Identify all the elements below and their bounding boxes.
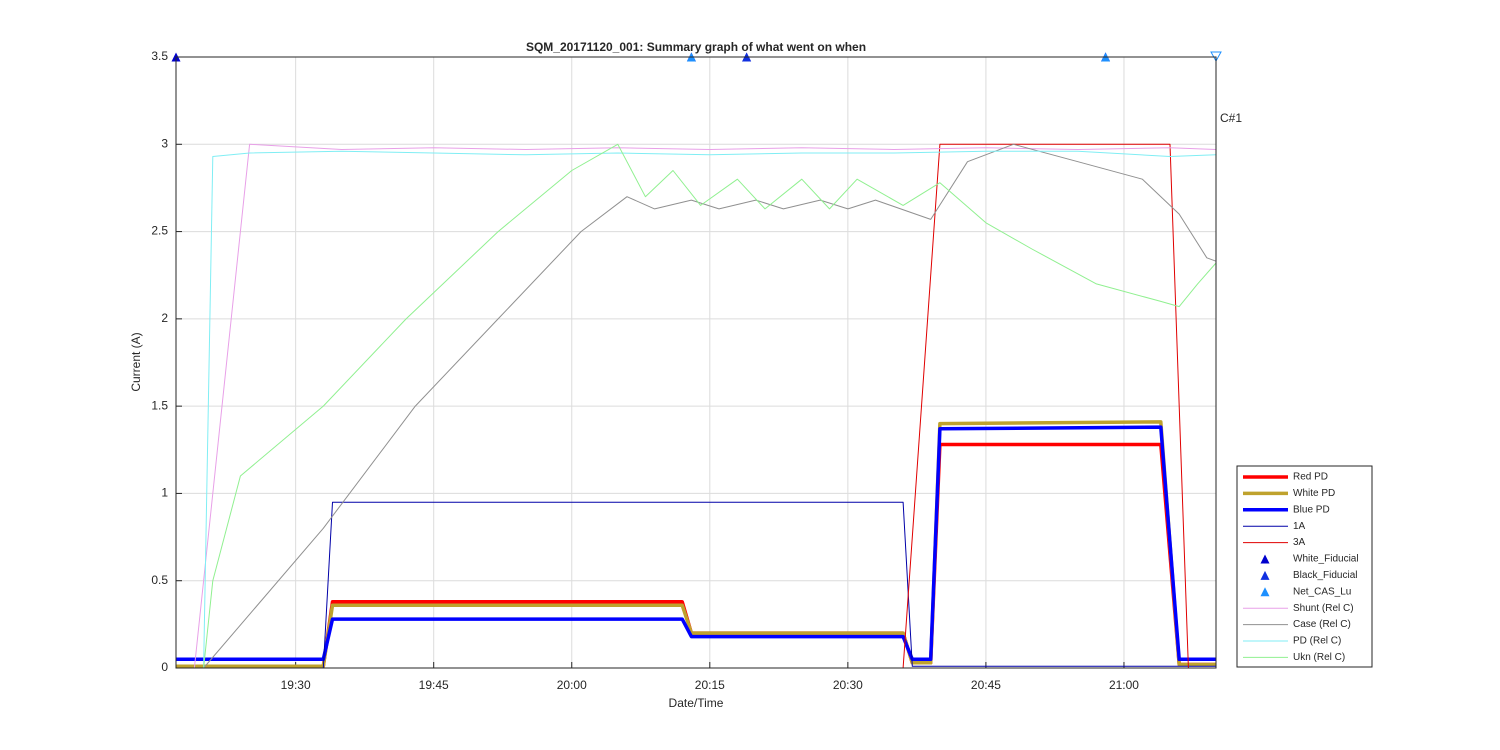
- y-tick-label: 2.5: [151, 224, 168, 238]
- y-tick-label: 0: [161, 660, 168, 674]
- legend-label: PD (Rel C): [1293, 636, 1341, 647]
- x-axis-label: Date/Time: [669, 696, 724, 710]
- legend-label: Case (Rel C): [1293, 619, 1351, 630]
- y-tick-label: 3: [161, 136, 168, 150]
- x-tick-label: 21:00: [1109, 678, 1139, 692]
- y-tick-label: 3.5: [151, 49, 168, 63]
- legend-label: White PD: [1293, 488, 1335, 499]
- x-tick-label: 20:15: [695, 678, 725, 692]
- series-line: [176, 425, 1216, 662]
- x-tick-label: 20:00: [557, 678, 587, 692]
- x-tick-label: 19:30: [281, 678, 311, 692]
- legend-label: Black_Fiducial: [1293, 570, 1357, 581]
- legend-label: Red PD: [1293, 472, 1328, 483]
- x-tick-label: 20:45: [971, 678, 1001, 692]
- annotation: C#1: [1220, 111, 1242, 125]
- x-tick-label: 20:30: [833, 678, 863, 692]
- legend-label: White_Fiducial: [1293, 554, 1359, 565]
- plot-area: [176, 57, 1216, 668]
- y-axis-label: Current (A): [129, 332, 143, 391]
- legend-label: Net_CAS_Lu: [1293, 586, 1351, 597]
- series-line: [176, 143, 1217, 669]
- legend-symbol: [1260, 554, 1270, 564]
- legend-label: 3A: [1293, 537, 1306, 548]
- legend-symbol: [1260, 587, 1270, 597]
- series-line: [176, 150, 1217, 669]
- y-tick-label: 1: [161, 486, 168, 500]
- legend-symbol: [1260, 570, 1270, 580]
- legend-box: [1236, 465, 1373, 668]
- series-line: [176, 143, 1217, 669]
- legend-label: Blue PD: [1293, 504, 1330, 515]
- y-tick-label: 1.5: [151, 398, 168, 412]
- chart-title: SQM_20171120_001: Summary graph of what …: [526, 40, 866, 54]
- y-tick-label: 0.5: [151, 573, 168, 587]
- x-tick-label: 19:45: [419, 678, 449, 692]
- axes-box: [175, 56, 1217, 669]
- legend: Red PD White PD Blue PD 1A 3A White_Fiducial B…: [1243, 472, 1359, 663]
- legend-label: Shunt (Rel C): [1293, 603, 1354, 614]
- y-tick-label: 2: [161, 311, 168, 325]
- plot: [171, 52, 1217, 669]
- legend-label: Ukn (Rel C): [1293, 652, 1345, 663]
- legend-label: 1A: [1293, 521, 1306, 532]
- series-line: [176, 143, 1217, 669]
